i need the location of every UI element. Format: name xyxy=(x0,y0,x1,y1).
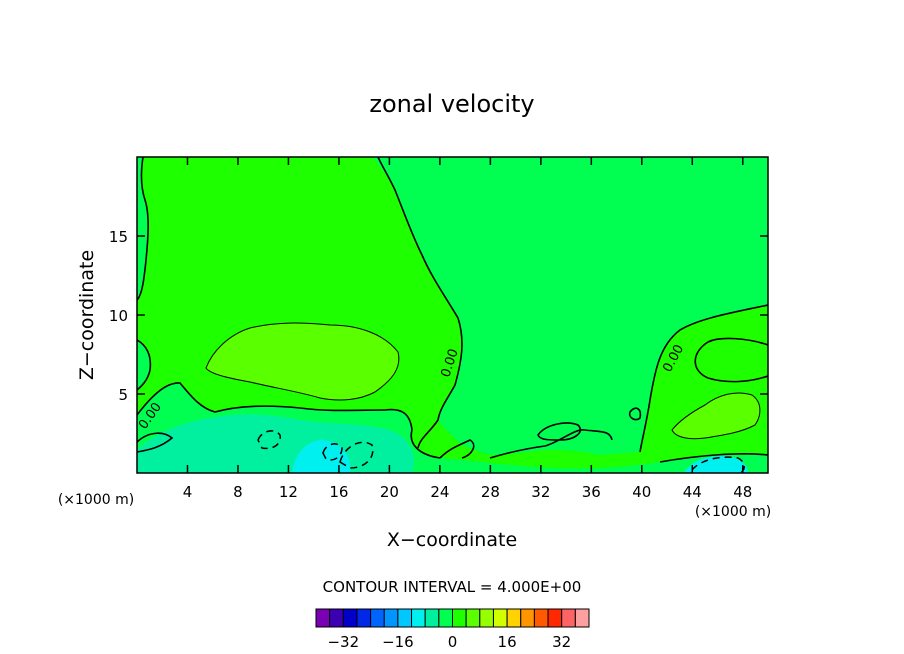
x-tick-label: 48 xyxy=(733,483,752,501)
y-axis: 5 10 15 xyxy=(109,228,768,404)
y-axis-label: Z−coordinate xyxy=(76,250,98,380)
colorbar-cell xyxy=(397,608,413,628)
x-tick-label: 44 xyxy=(683,483,702,501)
colorbar-cell xyxy=(356,608,372,628)
colorbar-cell xyxy=(520,608,535,628)
colorbar-tick-label: 16 xyxy=(498,633,517,651)
x-unit-left: (×1000 m) xyxy=(58,492,134,508)
colorbar-cell xyxy=(438,608,454,628)
colorbar-tick-label: −32 xyxy=(327,633,359,651)
weak-positive-blob xyxy=(205,322,400,401)
x-tick-label: 28 xyxy=(481,483,500,501)
x-tick-label: 20 xyxy=(380,483,399,501)
colorbar-cell xyxy=(329,608,344,628)
x-tick-label: 8 xyxy=(233,483,243,501)
colorbar-cell xyxy=(452,608,467,628)
x-tick-label: 16 xyxy=(329,483,348,501)
x-tick-label: 40 xyxy=(632,483,651,501)
colorbar-cell xyxy=(465,608,481,628)
x-axis-label: X−coordinate xyxy=(387,529,517,551)
colorbar-cell xyxy=(370,608,385,628)
colorbar-tick-label: −16 xyxy=(382,633,414,651)
x-tick-label: 24 xyxy=(430,483,449,501)
colorbar-cell xyxy=(411,608,426,628)
zero-band-region xyxy=(372,157,768,455)
colorbar: −32 −16 0 16 32 xyxy=(315,608,590,651)
colorbar-cell xyxy=(547,608,563,628)
chart-title: zonal velocity xyxy=(369,90,534,118)
colorbar-cell xyxy=(561,608,576,628)
zero-contours xyxy=(137,157,768,463)
negative-contours xyxy=(257,430,745,473)
moderate-negative-b xyxy=(684,456,748,473)
colorbar-cell xyxy=(315,608,331,628)
weak-positive-blob-right xyxy=(671,392,761,440)
colorbar-cell xyxy=(424,608,440,628)
colorbar-tick-label: 32 xyxy=(552,633,571,651)
colorbar-cell xyxy=(492,608,508,628)
x-tick-label: 32 xyxy=(531,483,550,501)
x-tick-label: 36 xyxy=(582,483,601,501)
y-tick-label: 10 xyxy=(109,307,128,325)
colorbar-cell xyxy=(479,608,494,628)
x-tick-label: 4 xyxy=(183,483,193,501)
colorbar-cell xyxy=(574,608,590,628)
y-tick-label: 15 xyxy=(109,228,128,246)
x-axis: 4 8 12 16 20 24 28 32 36 40 44 48 xyxy=(183,157,752,501)
colorbar-tick-label: 0 xyxy=(448,633,458,651)
contour-interval-label: CONTOUR INTERVAL = 4.000E+00 xyxy=(323,578,582,596)
colorbar-cell xyxy=(342,608,358,628)
contour-field: 0.00 0.00 0.00 xyxy=(137,157,768,473)
x-unit-right: (×1000 m) xyxy=(695,504,771,520)
colorbar-cell xyxy=(383,608,399,628)
y-tick-label: 5 xyxy=(118,386,128,404)
colorbar-cell xyxy=(506,608,522,628)
moderate-negative-a xyxy=(292,440,351,473)
x-tick-label: 12 xyxy=(279,483,298,501)
colorbar-cell xyxy=(533,608,549,628)
